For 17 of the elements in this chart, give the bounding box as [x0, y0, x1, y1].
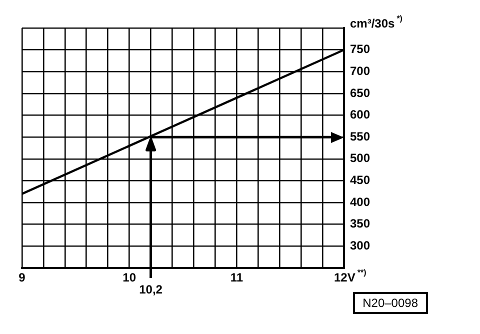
y-tick-label: 350 [350, 216, 370, 231]
y-tick-label: 300 [350, 238, 370, 252]
x-tick-label: 10 [122, 270, 136, 284]
text: N20–0098 [352, 292, 428, 314]
y-tick-label: 450 [350, 173, 370, 188]
y-tick-label: 550 [350, 129, 370, 144]
y-tick-label: 600 [350, 108, 370, 122]
y-tick-label: 500 [350, 151, 370, 166]
y-axis-title: cm³/30s*) [350, 14, 403, 30]
x-tick-label: 9 [18, 270, 26, 284]
y-tick-label: 750 [350, 42, 370, 56]
y-tick-label: 400 [350, 194, 370, 209]
y-tick-label: 700 [350, 64, 370, 78]
ref-line-label: 10,2 [139, 282, 163, 296]
y-tick-label: 650 [350, 86, 370, 100]
x-tick-label: 11 [230, 270, 244, 284]
x-tick-label: 12V**) [334, 268, 367, 284]
